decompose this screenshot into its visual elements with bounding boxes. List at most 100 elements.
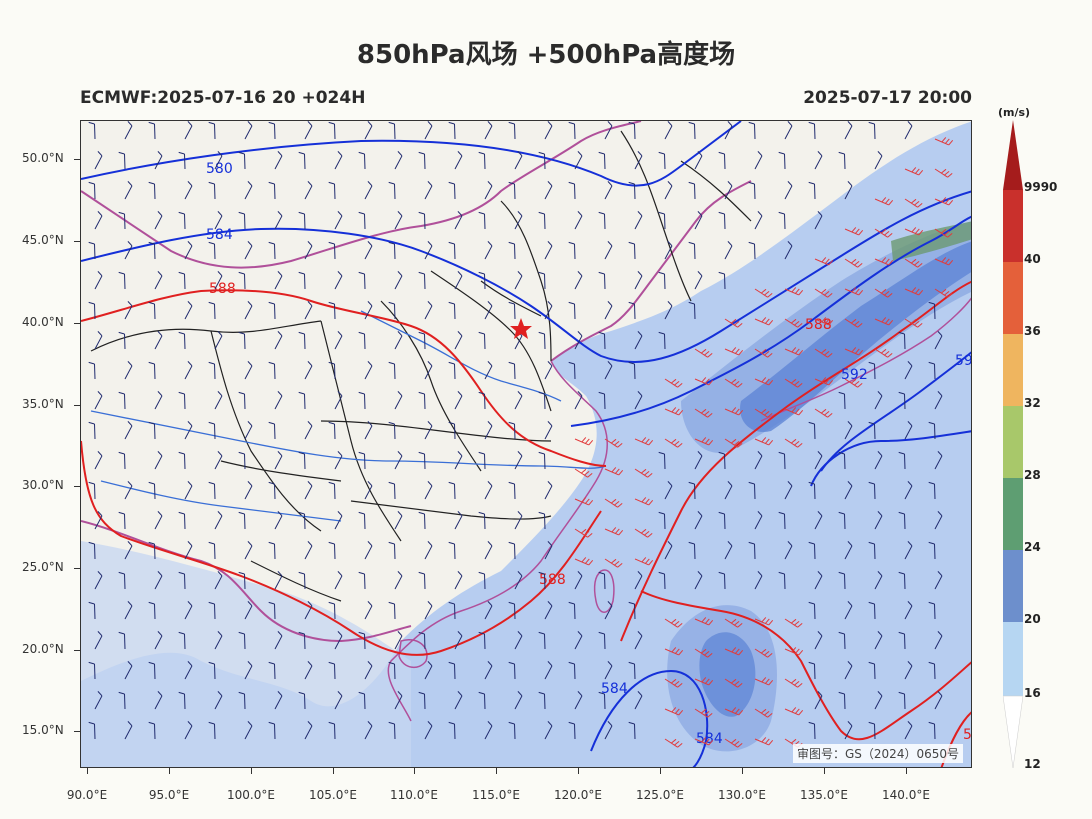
wind-barb [874,515,883,530]
wind-barb [574,243,576,260]
wind-barb [484,605,493,620]
wind-barb-flag [937,691,943,697]
wind-barb [184,273,186,290]
wind-barb-flag [914,321,920,326]
wind-barb-flag [487,721,493,727]
wind-barb-flag [148,541,155,545]
wind-barb-flag [658,571,665,575]
wind-barb-flag [730,438,737,444]
wind-barb-flag [797,683,803,688]
wind-barb-flag [850,318,857,324]
wind-barb-flag [418,391,425,395]
wind-barb-flag [637,211,643,217]
wind-barb [214,363,216,380]
wind-barb-flag [838,451,845,455]
wind-barb [274,455,283,470]
wind-barb-flag [928,541,935,545]
wind-barb-flag [568,721,575,725]
wind-barb-flag [217,331,223,337]
wind-barb-flag [448,241,455,245]
colorbar-segment [1003,406,1023,478]
wind-barb [604,573,606,590]
wind-barb-flag [910,198,917,204]
wind-barb-flag [787,121,793,127]
wind-barb-flag [850,258,857,264]
wind-barb-flag [761,317,767,323]
wind-barb-flag [768,739,774,746]
wind-barb [244,453,246,470]
wind-barb [214,155,223,170]
wind-barb [154,663,156,680]
wind-barb [694,303,696,320]
wind-barb-flag [148,481,155,485]
wind-barb [184,425,193,440]
wind-barb-flag [855,348,860,354]
wind-barb [304,693,306,710]
wind-barb [394,335,403,350]
wind-barb-flag [157,391,163,397]
wind-barb [574,123,576,140]
wind-barb [814,575,823,590]
wind-barb [94,335,103,350]
wind-barb [784,288,799,296]
wind-barb [574,603,576,620]
wind-barb [454,303,456,320]
wind-barb-flag [337,391,343,397]
wind-barb-flag [910,318,917,324]
wind-barb-flag [97,151,103,157]
wind-barb [394,723,396,740]
rivers [90,310,607,522]
wind-barb [364,425,373,440]
wind-barb-flag [277,271,283,277]
wind-barb-flag [238,391,245,395]
wind-barb [874,198,889,206]
wind-barb-flag [817,631,823,637]
wind-barb-flag [778,211,785,215]
chart-title: 850hPa风场 +500hPa高度场 [356,40,736,70]
wind-barb [364,365,373,380]
wind-barb [544,393,546,410]
wind-barb-flag [577,151,583,157]
wind-barb-flag [178,391,185,395]
wind-barb-flag [148,721,155,725]
wind-barb-flag [337,691,343,697]
wind-barb [394,423,396,440]
wind-barb [94,455,103,470]
wind-barb [844,725,853,740]
wind-barb [604,333,606,350]
wind-barb [454,723,456,740]
wind-barb [214,335,223,350]
wind-barb-flag [448,481,455,485]
wind-barb-flag [88,661,95,665]
wind-barb [304,573,306,590]
wind-barb-flag [328,721,335,725]
wind-barb-flag [187,241,193,247]
wind-barb-flag [790,678,797,684]
wind-barb [94,663,96,680]
wind-barb-flag [88,361,95,365]
wind-barb [784,708,799,716]
wind-barb [214,455,223,470]
wind-barb [334,695,343,710]
wind-barb-flag [358,211,365,215]
wind-barb [844,633,846,650]
wind-barb-flag [704,711,710,716]
wind-barb-flag [795,348,800,354]
weather-map[interactable]: 580 584 588 588 588 592 584 584 59 5 审图号… [80,120,972,768]
wind-barb-flag [851,287,857,293]
wind-barb-flag [915,288,920,294]
wind-barb [424,605,433,620]
wind-barb-flag [217,631,223,637]
wind-barb-flag [678,409,684,416]
wind-barb [424,213,426,230]
wind-barb-flag [885,198,890,204]
model-run-label: ECMWF:2025-07-16 20 +024H [80,88,366,108]
wind-barb-flag [940,228,947,234]
wind-barb [784,408,799,416]
wind-barb-flag [914,261,920,266]
wind-barb-flag [268,241,275,245]
wind-barb-flag [277,571,283,577]
wind-barb [694,483,696,500]
wind-barb [724,408,739,416]
wind-barb-flag [448,361,455,365]
